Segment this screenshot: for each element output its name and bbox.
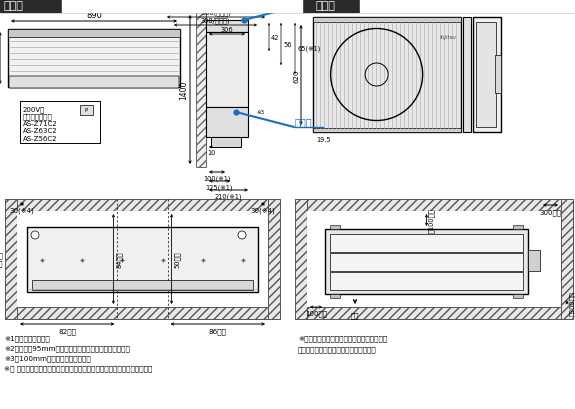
Text: 1400: 1400 — [179, 81, 188, 100]
Bar — [513, 225, 523, 229]
Bar — [62, 0, 302, 13]
Bar — [8, 30, 180, 38]
Text: 380(運転時): 380(運転時) — [201, 9, 231, 16]
Bar — [295, 307, 573, 319]
Text: 室内機: 室内機 — [3, 2, 23, 11]
Text: ※効率の良い運転のために、正面・左側面の: ※効率の良い運転のために、正面・左側面の — [298, 334, 387, 341]
Bar — [495, 56, 501, 94]
Text: 308/据付時): 308/据付時) — [201, 17, 230, 24]
Text: 790: 790 — [380, 3, 394, 9]
Bar — [5, 307, 280, 319]
Text: 可動パネル: 可動パネル — [295, 0, 324, 7]
Text: 84以上: 84以上 — [116, 251, 122, 267]
Bar — [8, 30, 180, 88]
Bar — [5, 200, 280, 211]
Bar — [313, 18, 461, 133]
Text: AS-Z63C2: AS-Z63C2 — [23, 128, 58, 134]
Text: 300以上: 300以上 — [539, 209, 562, 215]
Text: 125(※1): 125(※1) — [206, 184, 233, 191]
Text: 42: 42 — [271, 35, 279, 41]
Bar — [473, 18, 501, 133]
Bar — [513, 294, 523, 298]
Bar — [17, 211, 268, 307]
Text: ※3: ※3 — [256, 110, 264, 115]
Bar — [360, 0, 575, 13]
Bar — [20, 102, 100, 144]
Bar — [561, 200, 573, 319]
Text: 56: 56 — [283, 42, 292, 48]
Circle shape — [31, 231, 39, 239]
Text: 890: 890 — [86, 11, 102, 20]
Bar — [5, 200, 17, 319]
Bar — [313, 129, 461, 133]
Text: 100(※1): 100(※1) — [203, 175, 231, 182]
Bar — [0, 0, 575, 13]
Text: AS-Z56C2: AS-Z56C2 — [23, 136, 58, 142]
Bar — [325, 229, 528, 294]
Text: 290: 290 — [480, 3, 494, 9]
Text: ※４ メンテナンスのため、壁と接する側は上記寸法を確保してください。: ※４ メンテナンスのため、壁と接する側は上記寸法を確保してください。 — [4, 364, 152, 371]
Bar — [32, 280, 253, 290]
Text: 50以上: 50以上 — [174, 251, 180, 267]
Bar — [330, 272, 523, 290]
Text: P: P — [85, 108, 87, 113]
Bar — [330, 294, 340, 298]
Text: 65(※1): 65(※1) — [297, 46, 320, 52]
Text: 200V用: 200V用 — [23, 106, 45, 112]
Bar — [313, 18, 461, 23]
Text: 86以上: 86以上 — [209, 327, 227, 334]
Text: エルバープラグ: エルバープラグ — [23, 113, 53, 120]
Bar — [295, 200, 573, 211]
Text: 上100以上: 上100以上 — [428, 208, 435, 233]
Text: 30(※4): 30(※4) — [251, 207, 275, 214]
Text: ※3は100mm以上確保して下さい。: ※3は100mm以上確保して下さい。 — [4, 354, 91, 361]
Text: 風向: 風向 — [351, 311, 359, 318]
Text: 306: 306 — [221, 27, 233, 33]
Text: ※1は下吹き時の寸法: ※1は下吹き時の寸法 — [4, 334, 50, 341]
Text: 82以上: 82以上 — [58, 327, 76, 334]
Bar — [528, 250, 540, 271]
FancyBboxPatch shape — [9, 77, 179, 89]
Text: 620: 620 — [293, 69, 299, 83]
Text: 風向板: 風向板 — [295, 117, 313, 127]
Text: AS-Z71C2: AS-Z71C2 — [23, 121, 58, 127]
Circle shape — [238, 231, 246, 239]
Bar — [196, 13, 206, 168]
Text: 100以上: 100以上 — [305, 309, 327, 316]
Text: ※2の寸法が95mm以上の場合には、メンテナンスの為、: ※2の寸法が95mm以上の場合には、メンテナンスの為、 — [4, 344, 130, 351]
Bar — [307, 211, 561, 307]
Text: fujitsu: fujitsu — [439, 36, 456, 40]
Bar — [476, 23, 496, 128]
Text: 20: 20 — [300, 3, 308, 9]
Bar — [330, 225, 340, 229]
Bar — [330, 254, 523, 271]
Bar — [80, 106, 93, 116]
Text: 19.5: 19.5 — [316, 137, 331, 143]
Bar — [206, 21, 248, 33]
Text: 30(※4): 30(※4) — [10, 207, 34, 214]
Bar — [268, 200, 280, 319]
Bar — [295, 200, 307, 319]
Text: 室内機
外形: 室内機 外形 — [0, 252, 3, 266]
Bar — [27, 227, 258, 292]
Text: 62: 62 — [462, 3, 471, 9]
Bar — [463, 18, 471, 133]
Bar — [206, 33, 248, 108]
Text: 室外機: 室外機 — [315, 2, 335, 11]
Text: 210(※1): 210(※1) — [214, 193, 242, 200]
Text: ２方向をなるべく開放してください。: ２方向をなるべく開放してください。 — [298, 345, 377, 352]
Text: 下300以上: 下300以上 — [569, 290, 575, 315]
Text: 10: 10 — [207, 150, 215, 155]
Bar — [330, 234, 523, 252]
Bar — [211, 138, 241, 148]
Bar — [206, 108, 248, 138]
